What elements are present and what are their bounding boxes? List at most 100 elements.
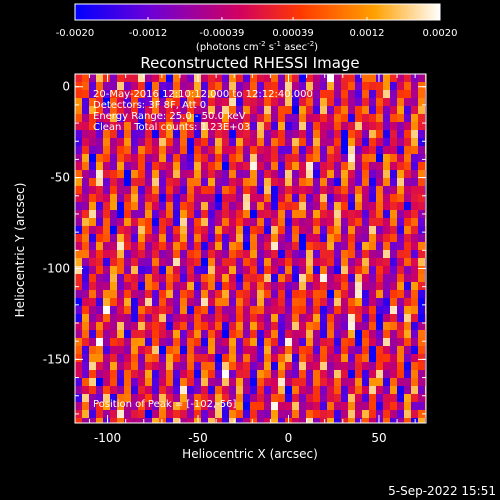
heatmap-cell: [404, 330, 412, 339]
heatmap-cell: [299, 106, 307, 115]
heatmap-cell: [82, 178, 90, 187]
heatmap-cell: [208, 162, 216, 171]
heatmap-cell: [180, 122, 188, 131]
heatmap-cell: [390, 282, 398, 291]
heatmap-cell: [236, 290, 244, 299]
heatmap-cell: [243, 290, 251, 299]
heatmap-cell: [131, 418, 139, 423]
heatmap-cell: [236, 402, 244, 411]
heatmap-cell: [418, 130, 426, 139]
heatmap-cell: [145, 314, 153, 323]
heatmap-cell: [292, 130, 300, 139]
heatmap-cell: [257, 218, 265, 227]
colorbar-ticks: -0.0020 -0.0012 -0.00039 0.00039 0.0012 0.002…: [56, 17, 458, 39]
heatmap-cell: [194, 130, 202, 139]
heatmap-cell: [306, 178, 314, 187]
heatmap-cell: [292, 98, 300, 107]
heatmap-cell: [418, 378, 426, 387]
heatmap-cell: [194, 178, 202, 187]
heatmap-cell: [250, 226, 258, 235]
heatmap-cell: [131, 266, 139, 275]
heatmap-cell: [292, 186, 300, 195]
heatmap-cell: [215, 154, 223, 163]
heatmap-cell: [327, 410, 335, 419]
heatmap-cell: [418, 170, 426, 179]
heatmap-cell: [257, 386, 265, 395]
heatmap-cell: [327, 378, 335, 387]
heatmap-cell: [124, 130, 132, 139]
heatmap-cell: [194, 386, 202, 395]
heatmap-cell: [390, 346, 398, 355]
heatmap-cell: [215, 106, 223, 115]
heatmap-cell: [397, 202, 405, 211]
heatmap-cell: [397, 298, 405, 307]
heatmap-cell: [285, 314, 293, 323]
heatmap-cell: [257, 258, 265, 267]
heatmap-cell: [369, 402, 377, 411]
heatmap-cell: [166, 362, 174, 371]
heatmap-cell: [397, 402, 405, 411]
heatmap-cell: [201, 402, 209, 411]
heatmap-cell: [215, 362, 223, 371]
heatmap-cell: [285, 330, 293, 339]
heatmap-cell: [173, 154, 181, 163]
heatmap-cell: [166, 394, 174, 403]
heatmap-cell: [194, 90, 202, 99]
heatmap-cell: [145, 114, 153, 123]
heatmap-cell: [117, 226, 125, 235]
heatmap-cell: [82, 298, 90, 307]
heatmap-cell: [313, 362, 321, 371]
heatmap-cell: [180, 138, 188, 147]
heatmap-cell: [285, 346, 293, 355]
heatmap-cell: [243, 250, 251, 259]
heatmap-cell: [222, 82, 230, 91]
heatmap-cell: [152, 394, 160, 403]
heatmap-cell: [292, 194, 300, 203]
heatmap-cell: [411, 250, 419, 259]
heatmap-cell: [257, 178, 265, 187]
heatmap-cell: [145, 154, 153, 163]
heatmap-cell: [222, 234, 230, 243]
heatmap-cell: [236, 210, 244, 219]
heatmap-cell: [82, 338, 90, 347]
heatmap-cell: [166, 82, 174, 91]
heatmap-cell: [103, 106, 111, 115]
heatmap-cell: [89, 386, 97, 395]
heatmap-cell: [75, 298, 83, 307]
heatmap-cell: [166, 106, 174, 115]
heatmap-cell: [306, 114, 314, 123]
heatmap-cell: [341, 74, 349, 83]
heatmap-cell: [264, 410, 272, 419]
heatmap-cell: [271, 218, 279, 227]
heatmap-cell: [313, 298, 321, 307]
heatmap-cell: [159, 418, 167, 423]
heatmap-cell: [103, 138, 111, 147]
heatmap-cell: [348, 122, 356, 131]
heatmap-cell: [215, 114, 223, 123]
heatmap-cell: [341, 386, 349, 395]
colorbar-tick-label: -0.00039: [199, 28, 244, 39]
heatmap-cell: [138, 178, 146, 187]
heatmap-cell: [418, 258, 426, 267]
heatmap-cell: [383, 98, 391, 107]
heatmap-cell: [194, 186, 202, 195]
heatmap-cell: [334, 258, 342, 267]
heatmap-cell: [334, 306, 342, 315]
heatmap-cell: [89, 306, 97, 315]
heatmap-cell: [166, 322, 174, 331]
heatmap-cell: [243, 258, 251, 267]
heatmap-cell: [222, 250, 230, 259]
heatmap-cell: [131, 90, 139, 99]
heatmap-cell: [222, 130, 230, 139]
heatmap-cell: [131, 354, 139, 363]
heatmap-cell: [418, 322, 426, 331]
heatmap-cell: [278, 378, 286, 387]
heatmap-cell: [390, 122, 398, 131]
heatmap-cell: [208, 122, 216, 131]
heatmap-cell: [341, 210, 349, 219]
heatmap-cell: [299, 338, 307, 347]
heatmap-cell: [208, 186, 216, 195]
heatmap-cell: [313, 258, 321, 267]
heatmap-cell: [250, 218, 258, 227]
heatmap-cell: [201, 90, 209, 99]
